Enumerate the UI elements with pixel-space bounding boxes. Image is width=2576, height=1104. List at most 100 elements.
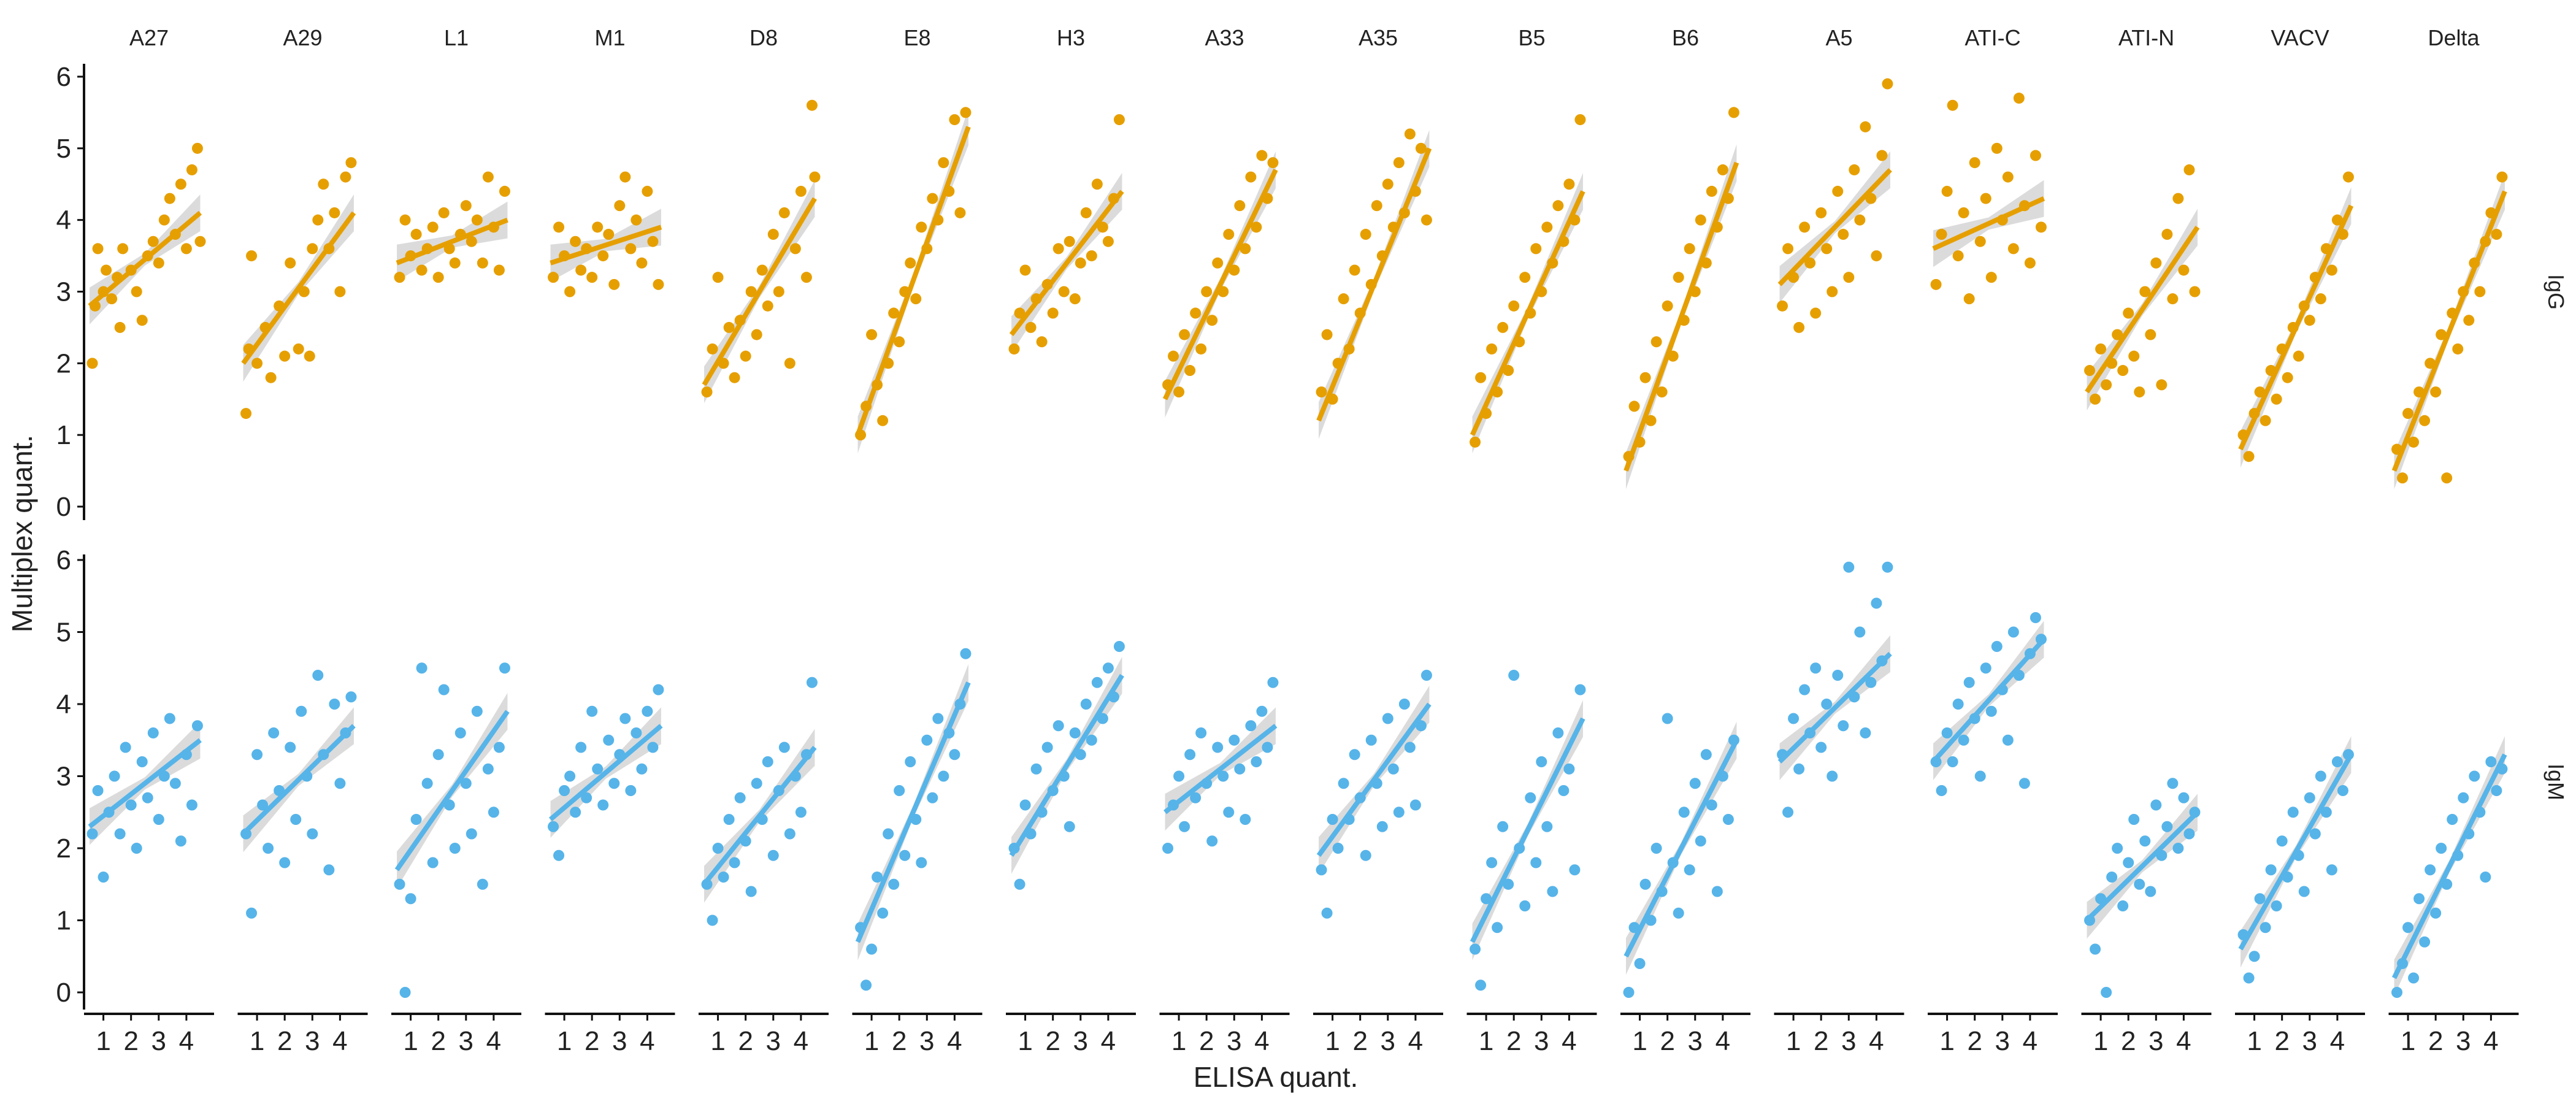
data-point — [131, 843, 142, 854]
data-point — [707, 343, 718, 355]
data-point — [548, 272, 559, 283]
y-tick-label: 6 — [56, 62, 71, 92]
data-point — [960, 648, 972, 659]
data-point — [2463, 315, 2475, 326]
y-tick-label: 5 — [56, 134, 71, 164]
x-tick-label: 1 — [2247, 1026, 2261, 1056]
data-point — [1552, 727, 1564, 738]
data-point — [2178, 792, 2190, 803]
fit-line-igm-h3 — [1009, 673, 1124, 857]
data-point — [1788, 713, 1800, 724]
data-point — [1080, 207, 1092, 218]
data-point — [1019, 799, 1031, 811]
data-point — [2452, 343, 2464, 355]
data-point — [1030, 763, 1042, 775]
x-tick-label: 4 — [1101, 1026, 1116, 1056]
data-point — [164, 713, 175, 724]
x-tick-label: 1 — [1325, 1026, 1340, 1056]
x-tick-label: 4 — [1869, 1026, 1884, 1056]
data-point — [2430, 386, 2442, 398]
fit-line-igg-a35 — [1316, 147, 1432, 422]
data-point — [1843, 272, 1855, 283]
data-point — [1969, 157, 1980, 169]
facet-label-b5: B5 — [1518, 25, 1545, 50]
data-point — [136, 756, 148, 767]
data-point — [1832, 185, 1844, 197]
data-point — [877, 907, 889, 919]
data-point — [1958, 207, 1969, 218]
data-point — [2090, 393, 2101, 405]
data-point — [1086, 734, 1097, 746]
data-point — [1508, 670, 1520, 681]
data-point — [1113, 641, 1125, 652]
y-tick-label: 2 — [56, 834, 71, 864]
data-point — [1195, 343, 1207, 355]
x-tick-label: 4 — [947, 1026, 962, 1056]
data-point — [1404, 742, 1416, 753]
data-point — [1871, 250, 1882, 262]
data-point — [949, 114, 960, 126]
data-point — [1251, 221, 1262, 233]
y-tick-label: 4 — [56, 205, 71, 236]
data-point — [1860, 727, 1871, 738]
data-point — [1404, 128, 1416, 140]
data-point — [438, 684, 450, 696]
fit-line-igm-m1 — [548, 724, 663, 822]
facet-label-a35: A35 — [1359, 25, 1398, 50]
data-point — [394, 272, 405, 283]
data-point — [1184, 365, 1196, 377]
fit-line-igg-b6 — [1623, 161, 1739, 472]
fit-line-igm-a35 — [1316, 702, 1432, 857]
data-point — [1420, 670, 1432, 681]
fit-line-igm-a29 — [241, 724, 356, 836]
x-tick-label: 2 — [1352, 1026, 1367, 1056]
data-point — [734, 792, 746, 803]
data-point — [92, 243, 104, 255]
data-point — [1470, 436, 1481, 448]
panels-layer: A27 A29 L1 M1 D8 E8 H3 A33 A35 B5 B6 A5 ATI-C ATI-N VA… — [56, 25, 2569, 1056]
data-point — [92, 785, 104, 796]
facet-label-a33: A33 — [1205, 25, 1244, 50]
data-point — [894, 785, 905, 796]
data-point — [1075, 257, 1086, 269]
data-point — [2030, 150, 2041, 161]
x-tick-label: 1 — [1632, 1026, 1647, 1056]
x-tick-label: 2 — [1660, 1026, 1674, 1056]
data-point — [1558, 785, 1570, 796]
data-point — [1173, 386, 1185, 398]
data-point — [186, 799, 197, 811]
data-point — [1212, 742, 1224, 753]
data-point — [1952, 699, 1964, 710]
fit-line-igm-b6 — [1623, 738, 1739, 958]
data-point — [559, 785, 570, 796]
data-point — [888, 307, 900, 319]
x-tick-label: 1 — [1018, 1026, 1032, 1056]
data-point — [784, 358, 795, 369]
data-point — [2145, 886, 2156, 897]
data-point — [2402, 922, 2414, 933]
data-point — [2084, 365, 2096, 377]
data-point — [795, 807, 807, 818]
data-point — [2150, 257, 2162, 269]
data-point — [2293, 350, 2304, 362]
data-point — [1321, 907, 1333, 919]
data-point — [1827, 286, 1838, 297]
data-point — [1234, 200, 1246, 212]
data-point — [1113, 114, 1125, 126]
data-point — [1245, 720, 1257, 732]
data-point — [117, 243, 129, 255]
data-point — [1782, 807, 1794, 818]
data-point — [1832, 670, 1844, 681]
data-point — [416, 264, 427, 276]
data-point — [1821, 699, 1833, 710]
data-point — [1190, 792, 1202, 803]
data-point — [1064, 236, 1075, 247]
data-point — [1530, 857, 1542, 868]
data-point — [2469, 770, 2480, 782]
data-point — [575, 264, 587, 276]
data-point — [410, 229, 422, 240]
facet-label-ati-n: ATI-N — [2118, 25, 2174, 50]
data-point — [1793, 321, 1805, 333]
data-point — [773, 286, 784, 297]
